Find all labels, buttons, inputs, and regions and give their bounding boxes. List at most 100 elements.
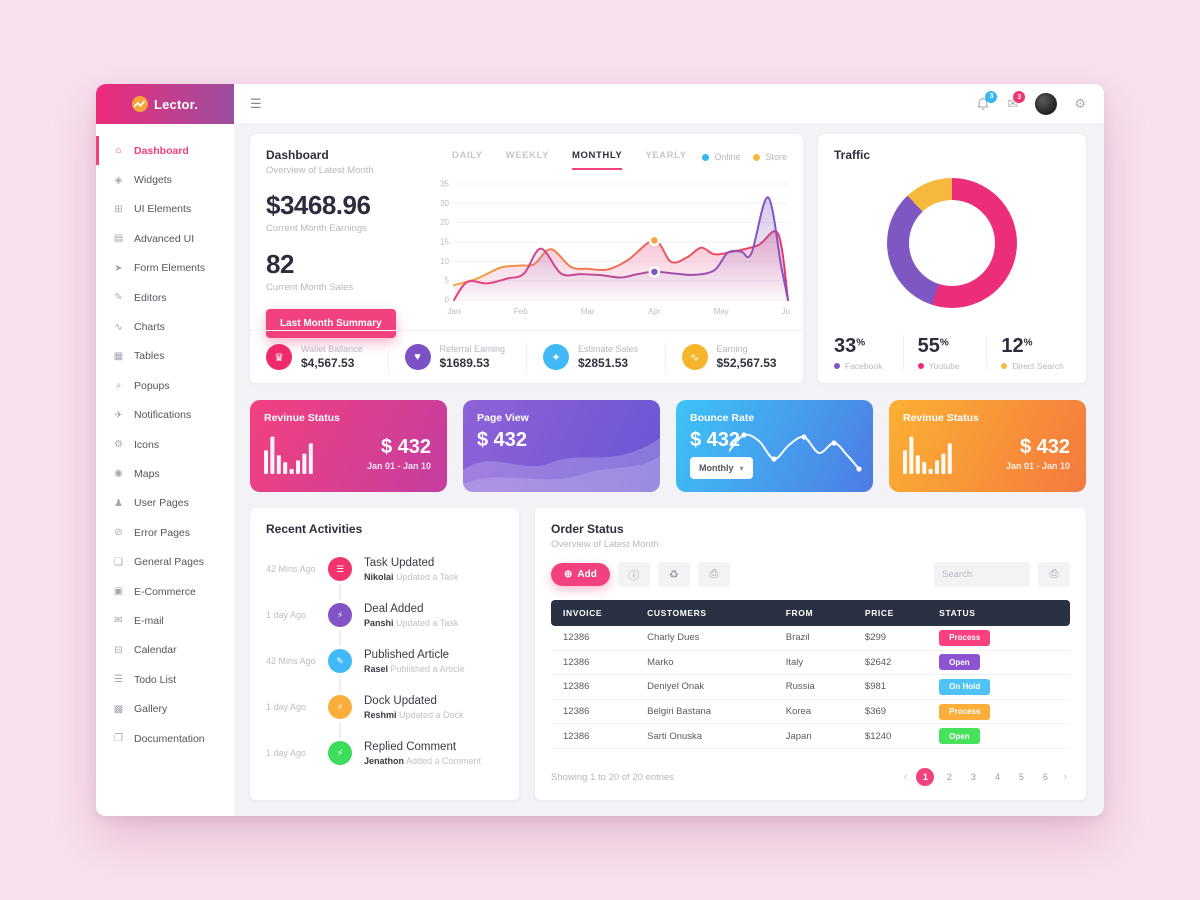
tab-weekly[interactable]: WEEKLY xyxy=(505,150,550,161)
column-header: FROM xyxy=(785,608,814,618)
list-item[interactable]: 1 day Ago ⚡ Dock Updated Reshmi Updated … xyxy=(266,684,503,730)
sidebar-item-label: UI Elements xyxy=(134,203,192,216)
cell-invoice: 12386 xyxy=(563,706,590,718)
legend-online: Online xyxy=(702,152,740,162)
list-item[interactable]: 42 Mins Ago ☰ Task Updated Nikolai Updat… xyxy=(266,546,503,592)
layers-icon: ▤ xyxy=(113,233,124,245)
page-title: Dashboard xyxy=(266,148,329,162)
orders-subtitle: Overview of Latest Month xyxy=(551,539,659,550)
sales-value: 82 xyxy=(266,249,294,279)
prev-page-icon[interactable]: ‹ xyxy=(903,771,908,783)
online-dot-icon xyxy=(702,153,710,161)
status-badge: Process xyxy=(939,703,991,720)
series-area-Online xyxy=(454,197,788,300)
activities-title: Recent Activities xyxy=(266,522,363,536)
svg-text:May: May xyxy=(714,307,729,316)
print-table-button[interactable]: ⎙ xyxy=(1038,562,1070,587)
home-icon: ⌂ xyxy=(115,145,122,157)
activity-action: Updated a Task xyxy=(393,617,459,628)
tab-daily[interactable]: DAILY xyxy=(452,150,483,161)
sidebar-item-user-pages[interactable]: ♟ User Pages xyxy=(96,489,234,518)
sidebar-item-documentation[interactable]: ❐ Documentation xyxy=(96,724,234,753)
tab-yearly[interactable]: YEARLY xyxy=(645,150,687,161)
status-badge: Process xyxy=(939,629,991,646)
store-dot-icon xyxy=(753,153,761,161)
sidebar-item-popups[interactable]: ⌕ Popups xyxy=(96,371,234,400)
sidebar-item-dashboard[interactable]: ⌂ Dashboard xyxy=(96,136,234,166)
stat-label: Estimate Sales xyxy=(578,344,639,354)
sidebar-item-label: Calendar xyxy=(134,644,177,657)
plus-circle-icon: ⊕ xyxy=(564,569,573,580)
sidebar-item-label: Todo List xyxy=(134,673,177,686)
sidebar-item-ecommerce[interactable]: ▣ E-Commerce xyxy=(96,577,234,606)
cell-customer: Deniyel Onak xyxy=(647,681,705,693)
page-1-button[interactable]: 1 xyxy=(916,768,935,786)
table-header: INVOICE CUSTOMERS FROM PRICE STATUS xyxy=(551,600,1070,626)
sidebar-item-maps[interactable]: ◉ Maps xyxy=(96,459,234,488)
table-row: 12386 Charly Dues Brazil $299 Process xyxy=(551,626,1070,651)
printer-icon: ⎙ xyxy=(709,568,719,580)
sidebar-item-notifications[interactable]: ✈ Notifications xyxy=(96,401,234,430)
activity-title: Deal Added xyxy=(364,602,424,615)
trash-button[interactable]: ♻ xyxy=(657,562,690,587)
list-item[interactable]: 1 day Ago ⚡ Replied Comment Jenathon Add… xyxy=(266,730,503,776)
sidebar-item-todo-list[interactable]: ☰ Todo List xyxy=(96,665,234,694)
sidebar-item-ui-elements[interactable]: ⊞ UI Elements xyxy=(96,195,234,224)
user-avatar[interactable] xyxy=(1035,92,1058,115)
sidebar-item-widgets[interactable]: ◈ Widgets xyxy=(96,165,234,194)
page-6-button[interactable]: 6 xyxy=(1042,772,1048,782)
app-window: Lector. ☰ 3 ✉ 3 ⚙ xyxy=(96,84,1104,816)
sidebar-item-icons[interactable]: ⚙ Icons xyxy=(96,430,234,459)
sparkline-path xyxy=(728,433,860,470)
traffic-stats: 33% Facebook 55% Youtube 12% Direct Sear… xyxy=(834,335,1070,371)
sidebar-item-charts[interactable]: ∿ Charts xyxy=(96,312,234,341)
column-header: CUSTOMERS xyxy=(647,608,707,618)
print-button[interactable]: ⎙ xyxy=(697,562,730,587)
sidebar-item-email[interactable]: ✉ E-mail xyxy=(96,606,234,635)
legend-label: Online xyxy=(714,152,741,162)
line-chart-icon: ∿ xyxy=(114,321,123,333)
messages-button[interactable]: ✉ 3 xyxy=(1007,91,1026,110)
sidebar-item-advanced-ui[interactable]: ▤ Advanced UI xyxy=(96,224,234,253)
sidebar-item-tables[interactable]: ▦ Tables xyxy=(96,342,234,371)
document-icon: ❐ xyxy=(114,733,123,744)
monthly-select[interactable]: Monthly ▾ xyxy=(690,457,753,479)
heart-icon: ♥ xyxy=(404,344,431,370)
cell-invoice: 12386 xyxy=(563,681,590,693)
list-item[interactable]: 1 day Ago ⚡ Deal Added Panshi Updated a … xyxy=(266,592,503,638)
sidebar-item-error-pages[interactable]: ⊘ Error Pages xyxy=(96,518,234,547)
card-title: Bounce Rate xyxy=(690,412,755,424)
tab-monthly[interactable]: MONTHLY xyxy=(572,150,623,170)
sidebar-item-calendar[interactable]: ⊟ Calendar xyxy=(96,636,234,665)
page-2-button[interactable]: 2 xyxy=(946,772,952,782)
page-4-button[interactable]: 4 xyxy=(994,772,1000,782)
sidebar-item-general-pages[interactable]: ❏ General Pages xyxy=(96,547,234,576)
revenue-status-card: Revinue Status $ 432 Jan 01 - Jan 10 xyxy=(250,400,447,492)
cart-icon: ▣ xyxy=(113,586,124,598)
info-button[interactable]: ⓘ xyxy=(617,562,650,587)
add-button-label: Add xyxy=(577,569,597,580)
main-content: Dashboard Overview of Latest Month DAILY… xyxy=(234,124,1104,816)
page-5-button[interactable]: 5 xyxy=(1018,772,1024,782)
magic-wand-icon: ✦ xyxy=(543,344,569,370)
last-month-summary-button[interactable]: Last Month Summary xyxy=(266,309,396,338)
list-item[interactable]: 42 Mins Ago ✎ Published Article Rasel Pu… xyxy=(266,638,503,684)
next-page-icon[interactable]: › xyxy=(1063,771,1067,783)
search-input[interactable] xyxy=(934,562,1030,587)
sidebar-item-gallery[interactable]: ▩ Gallery xyxy=(96,694,234,723)
cell-customer: Sarti Onuska xyxy=(647,730,703,742)
menu-toggle-icon[interactable]: ☰ xyxy=(250,95,262,111)
sidebar-item-label: E-mail xyxy=(134,614,164,627)
entries-summary: Showing 1 to 20 of 20 entries xyxy=(551,771,675,783)
settings-gear-icon[interactable]: ⚙ xyxy=(1074,96,1086,111)
stat-value: $1689.53 xyxy=(439,356,490,370)
magnifier-icon: ⌕ xyxy=(115,380,122,392)
sidebar-item-editors[interactable]: ✎ Editors xyxy=(96,283,234,312)
add-button[interactable]: ⊕ Add xyxy=(551,563,610,586)
traffic-unit: % xyxy=(1023,337,1033,349)
page-3-button[interactable]: 3 xyxy=(970,772,976,782)
sidebar-item-form-elements[interactable]: ➤ Form Elements xyxy=(96,254,234,283)
notifications-button[interactable]: 3 xyxy=(976,90,998,111)
topbar: ☰ 3 ✉ 3 ⚙ xyxy=(234,84,1104,124)
sidebar-item-label: Popups xyxy=(134,379,170,392)
